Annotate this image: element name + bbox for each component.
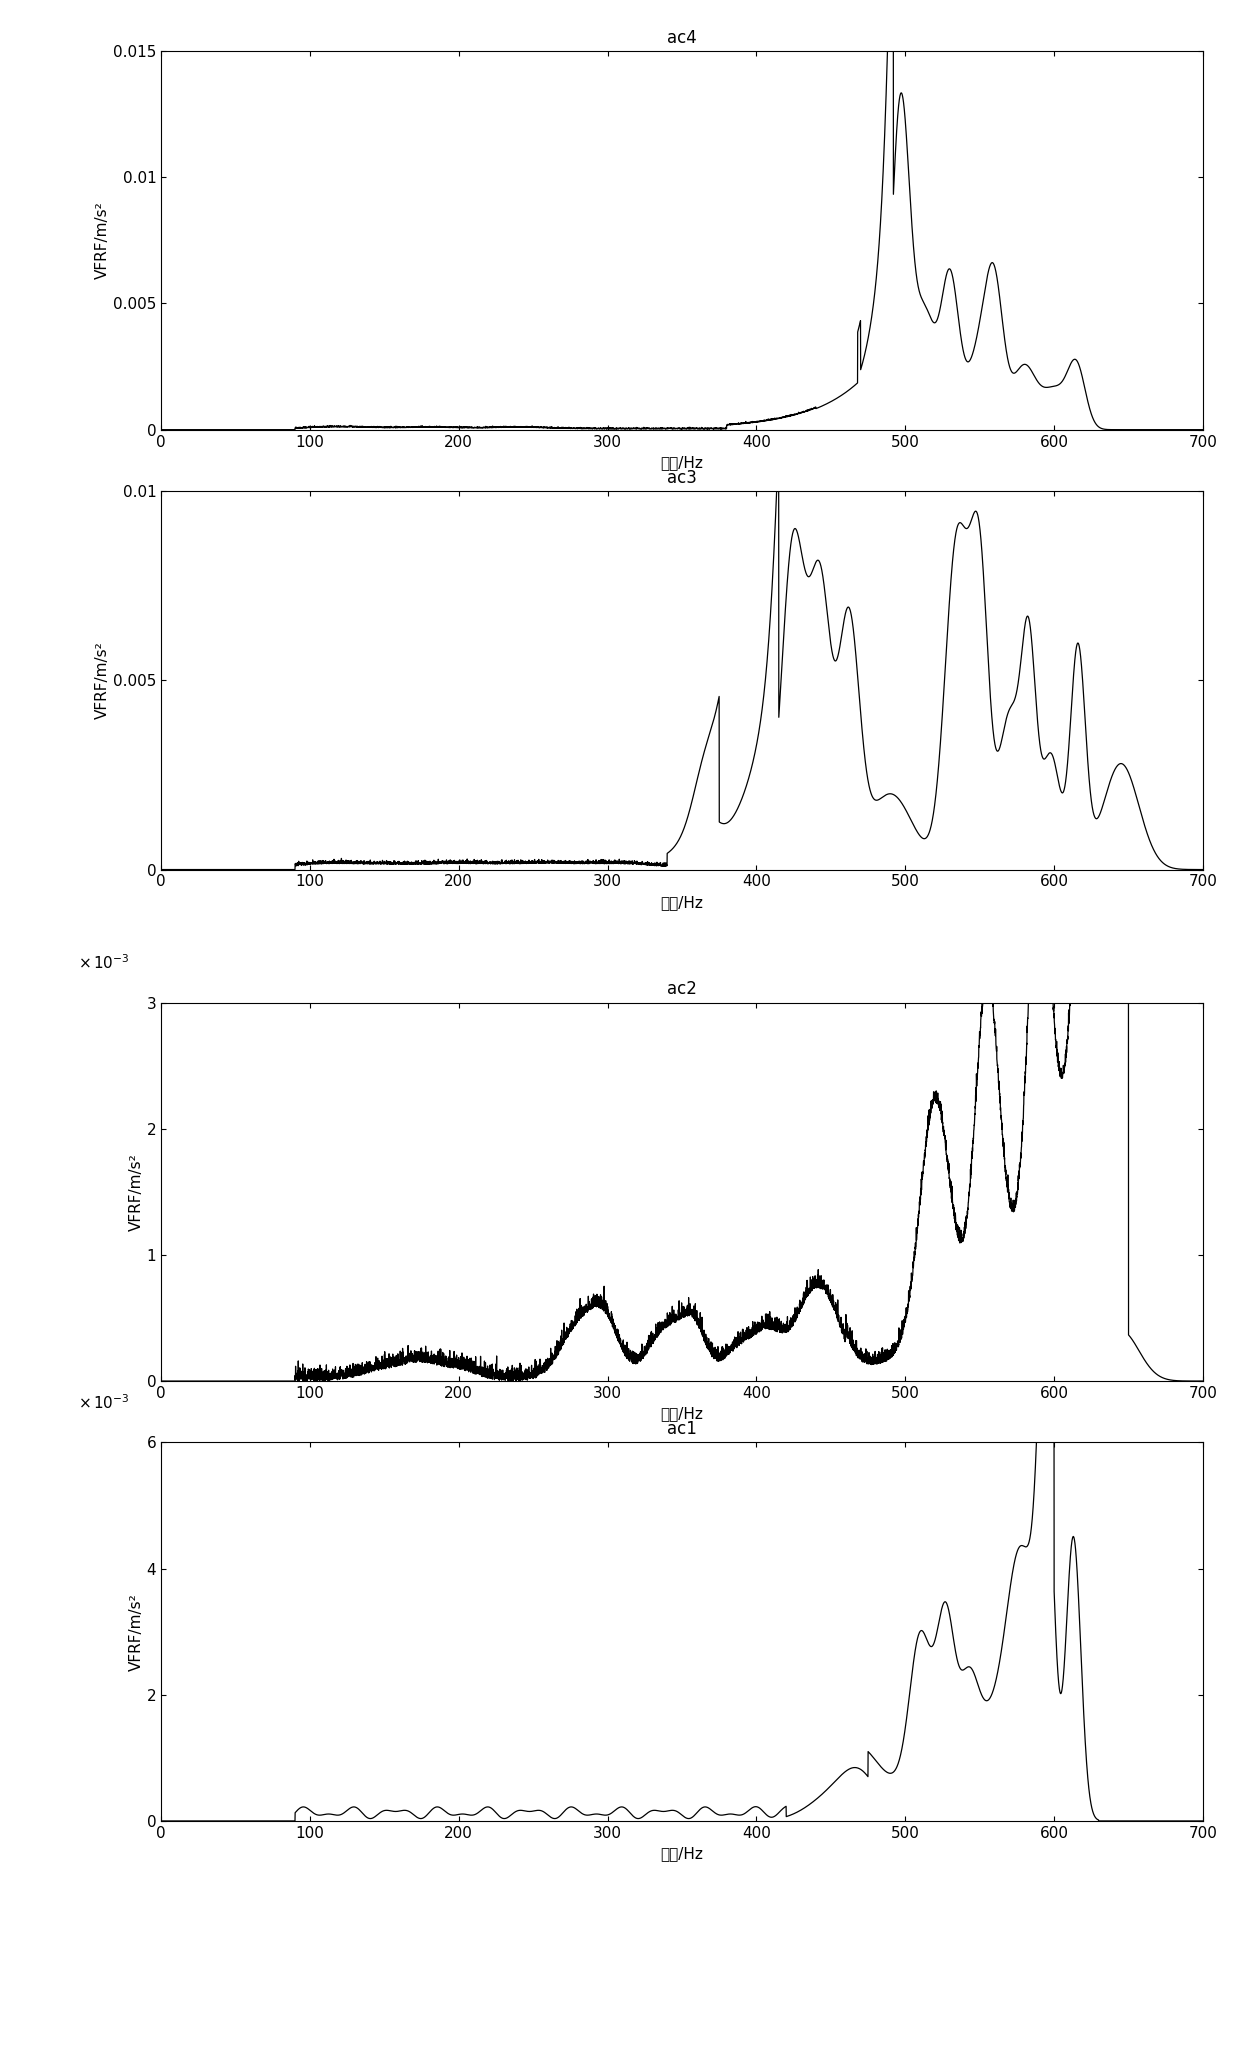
- Y-axis label: VFRF/m/s²: VFRF/m/s²: [129, 1152, 144, 1232]
- Title: ac3: ac3: [667, 469, 697, 487]
- Y-axis label: VFRF/m/s²: VFRF/m/s²: [95, 201, 110, 280]
- X-axis label: 频率/Hz: 频率/Hz: [661, 1406, 703, 1422]
- Title: ac4: ac4: [667, 29, 697, 47]
- Y-axis label: VFRF/m/s²: VFRF/m/s²: [129, 1592, 144, 1672]
- X-axis label: 频率/Hz: 频率/Hz: [661, 894, 703, 910]
- X-axis label: 频率/Hz: 频率/Hz: [661, 1845, 703, 1862]
- X-axis label: 频率/Hz: 频率/Hz: [661, 454, 703, 471]
- Text: $\times\,10^{-3}$: $\times\,10^{-3}$: [78, 953, 129, 972]
- Title: ac1: ac1: [667, 1420, 697, 1438]
- Text: $\times\,10^{-3}$: $\times\,10^{-3}$: [78, 1393, 129, 1412]
- Title: ac2: ac2: [667, 980, 697, 998]
- Y-axis label: VFRF/m/s²: VFRF/m/s²: [95, 640, 110, 720]
